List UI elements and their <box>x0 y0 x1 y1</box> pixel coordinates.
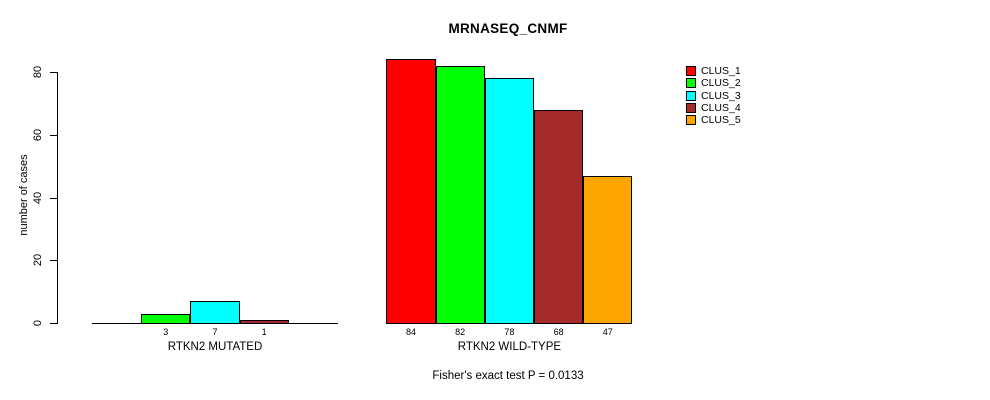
chart-title: MRNASEQ_CNMF <box>448 21 568 36</box>
y-tick-label: 40 <box>32 191 44 204</box>
y-axis-label: number of cases <box>18 154 30 236</box>
bar-value-label: 68 <box>553 326 564 337</box>
bar-value-label: 84 <box>405 326 417 337</box>
bar-value-label: 82 <box>455 326 466 337</box>
y-tick-mark <box>50 134 57 136</box>
legend-swatch-clus_4 <box>686 102 696 113</box>
y-tick-mark <box>50 72 57 73</box>
y-tick-label: 80 <box>32 65 44 79</box>
legend-swatch-clus_2 <box>686 78 696 89</box>
legend-label-clus_3: CLUS_3 <box>701 89 741 102</box>
bar-value-label: 1 <box>261 326 267 337</box>
legend-label-clus_5: CLUS_5 <box>701 114 741 127</box>
y-tick-label: 60 <box>32 128 44 141</box>
y-tick-mark <box>50 260 57 262</box>
bar-value-label: 3 <box>163 326 169 337</box>
bar-clus_4 <box>239 319 289 324</box>
bar-value-label: 78 <box>504 326 515 337</box>
legend-label-clus_4: CLUS_4 <box>701 101 741 114</box>
legend-swatch-clus_3 <box>686 90 696 101</box>
y-axis-line <box>56 72 58 324</box>
category-label: RTKN2 MUTATED <box>167 340 263 353</box>
bar-clus_5 <box>583 175 633 324</box>
fisher-test-annotation: Fisher's exact test P = 0.0133 <box>432 370 584 382</box>
bar-value-label: 7 <box>212 326 218 337</box>
y-tick-mark <box>50 197 57 199</box>
bar-value-label: 47 <box>602 326 613 337</box>
bar-clus_1 <box>386 59 436 324</box>
y-tick-label: 0 <box>32 319 44 327</box>
y-tick-mark <box>50 323 57 324</box>
bar-clus_2 <box>435 65 485 324</box>
bar-clus_4 <box>534 109 584 324</box>
legend-label-clus_1: CLUS_1 <box>701 65 741 77</box>
legend-swatch-clus_1 <box>686 66 696 76</box>
legend-label-clus_2: CLUS_2 <box>701 77 741 90</box>
bar-clus_3 <box>190 301 240 324</box>
bar-clus_2 <box>141 313 191 324</box>
y-tick-label: 20 <box>32 254 44 267</box>
legend-swatch-clus_5 <box>686 115 696 126</box>
bar-clus_3 <box>484 78 534 324</box>
category-label: RTKN2 WILD-TYPE <box>457 340 562 353</box>
